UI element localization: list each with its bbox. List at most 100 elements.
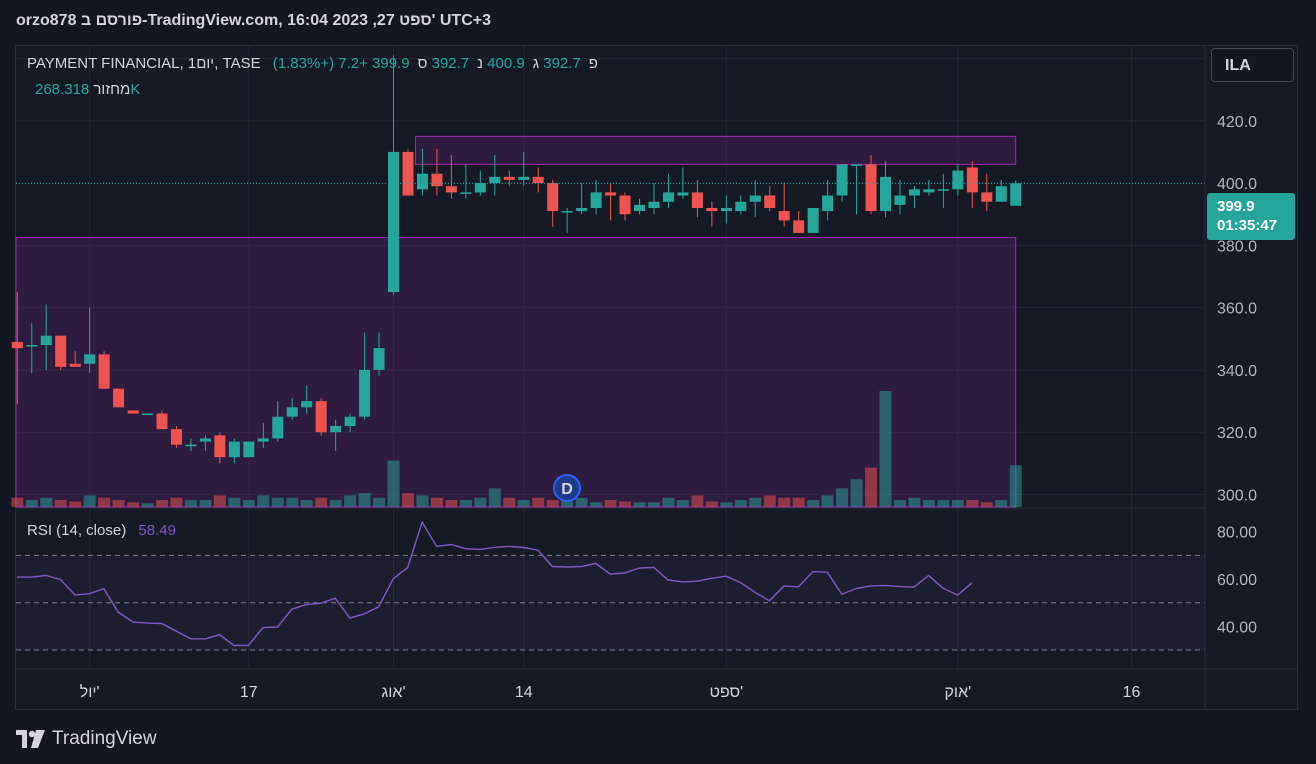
volume-bar xyxy=(40,497,53,507)
symbol-title[interactable]: PAYMENT FINANCIAL, 1יום, TASE xyxy=(27,55,261,72)
high-label: ג xyxy=(532,55,540,72)
volume-bar xyxy=(344,495,357,507)
volume-bar xyxy=(922,500,935,507)
rsi-panel xyxy=(16,507,1205,651)
candle-body xyxy=(199,438,211,442)
volume-bar xyxy=(329,500,342,507)
volume-bar xyxy=(373,497,386,507)
candle-body xyxy=(677,192,689,196)
candle-body xyxy=(489,176,501,184)
volume-bar xyxy=(691,495,704,507)
volume-bar xyxy=(83,495,96,507)
chart-caption: orzo878 פורסם ב-TradingView.com, 16:04 2… xyxy=(16,12,491,29)
volume-bar xyxy=(821,495,834,507)
candle-body xyxy=(764,195,776,208)
volume-bar xyxy=(401,493,414,507)
time-tick-label: 16 xyxy=(1123,684,1141,701)
rsi-value: 58.49 xyxy=(138,522,176,539)
tradingview-logo-icon xyxy=(16,730,45,748)
volume-label: מחזור xyxy=(93,81,131,98)
rsi-label: RSI (14, close) xyxy=(27,522,127,539)
volume-bar xyxy=(488,488,501,507)
volume-bar xyxy=(286,497,299,507)
price-tick-label: 300.0 xyxy=(1217,488,1257,505)
volume-bar xyxy=(705,501,718,507)
candle-body xyxy=(301,401,313,408)
volume-bar xyxy=(836,488,849,507)
candle-body xyxy=(272,416,284,439)
rsi-tick-label: 40.00 xyxy=(1217,619,1257,636)
price-tick-label: 400.0 xyxy=(1217,176,1257,193)
volume-bar xyxy=(257,495,270,507)
volume-bar xyxy=(156,500,168,507)
candle-body xyxy=(605,192,617,196)
volume-bar xyxy=(633,502,646,507)
dividend-badge[interactable]: D xyxy=(553,474,581,502)
volume-bar xyxy=(141,503,154,507)
candle-body xyxy=(344,416,356,427)
axes: 300.0320.0340.0360.0380.0400.0420.0440.0… xyxy=(16,46,1297,709)
dividend-badge-label: D xyxy=(561,481,573,498)
candlesticks xyxy=(11,55,1205,464)
candle-body xyxy=(807,207,819,233)
candle-body xyxy=(373,348,385,370)
last-price: 399.9 xyxy=(1217,198,1255,215)
candle-body xyxy=(1010,183,1022,206)
time-tick-label: ספט' xyxy=(710,684,744,701)
candle-body xyxy=(388,151,400,293)
volume-bars xyxy=(11,391,1022,507)
time-tick-label: אוג' xyxy=(382,684,406,701)
price-tick-label: 340.0 xyxy=(1217,363,1257,380)
candle-body xyxy=(981,192,993,202)
candle-body xyxy=(590,192,602,208)
candle-body xyxy=(359,369,371,417)
candle-body xyxy=(561,211,573,213)
candle-body xyxy=(113,388,125,408)
volume-bar xyxy=(1009,465,1022,507)
candle-body xyxy=(416,173,428,190)
candle-body xyxy=(966,167,978,193)
price-tick-label: 320.0 xyxy=(1217,425,1257,442)
volume-bar xyxy=(778,497,791,507)
candle-body xyxy=(170,429,182,445)
brand-name: TradingView xyxy=(52,728,157,749)
volume-bar xyxy=(575,497,588,507)
volume-bar xyxy=(358,493,371,507)
volume-bar xyxy=(228,497,241,507)
rsi-tick-label: 80.00 xyxy=(1217,525,1257,542)
time-tick-label: יול' xyxy=(80,683,100,701)
currency-button[interactable]: ILA xyxy=(1211,48,1294,82)
tradingview-logo[interactable]: TradingView xyxy=(16,728,157,750)
volume-bar xyxy=(604,500,617,507)
volume-bar xyxy=(242,500,255,507)
candle-body xyxy=(55,335,67,367)
volume-bar xyxy=(734,500,747,507)
volume-bar xyxy=(937,500,950,507)
range-boxes xyxy=(15,135,1017,508)
volume-bar xyxy=(315,497,328,507)
volume-bar xyxy=(387,460,400,507)
rsi-legend: RSI (14, close) 58.49 xyxy=(27,522,176,539)
candle-body xyxy=(431,173,443,187)
volume-bar xyxy=(517,500,530,507)
volume-bar xyxy=(850,479,863,507)
volume-bar xyxy=(184,500,197,507)
volume-legend: מחזור 268.318K xyxy=(27,81,140,98)
volume-bar xyxy=(54,500,67,507)
candle-body xyxy=(547,183,559,212)
candle-body xyxy=(648,201,660,208)
range-box xyxy=(414,135,1017,165)
candle-body xyxy=(474,183,486,193)
candle-body xyxy=(503,176,515,180)
candle-body xyxy=(836,164,848,196)
volume-bar xyxy=(112,500,125,507)
candle-body xyxy=(937,189,949,191)
close-value: 399.9 xyxy=(372,55,410,72)
candle-body xyxy=(84,354,96,364)
volume-bar xyxy=(170,497,183,507)
price-tick-label: 380.0 xyxy=(1217,238,1257,255)
candle-body xyxy=(532,176,544,184)
candle-body xyxy=(691,192,703,208)
candle-body xyxy=(69,363,81,367)
